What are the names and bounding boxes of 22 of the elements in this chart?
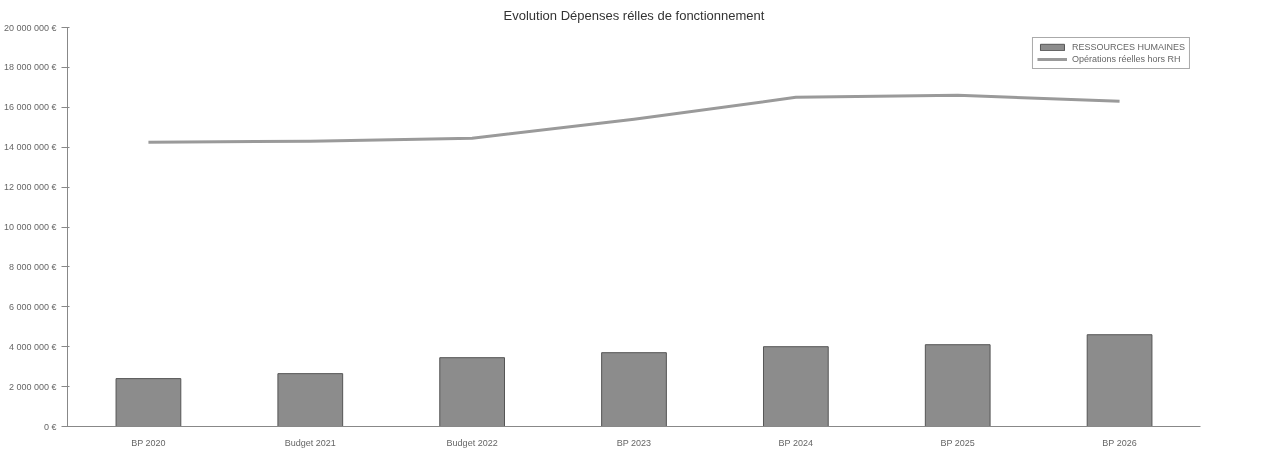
legend-label: Opérations réelles hors RH — [1071, 54, 1181, 64]
x-tick-label: BP 2023 — [616, 437, 652, 448]
y-tick-label: 18 000 000 € — [3, 62, 57, 73]
y-tick-label: 16 000 000 € — [3, 102, 57, 113]
y-tick-label: 10 000 000 € — [3, 222, 57, 232]
y-tick-label: 12 000 000 € — [3, 182, 57, 193]
y-tick-label: 6 000 000 € — [8, 301, 57, 312]
x-tick-label: BP 2025 — [940, 437, 975, 448]
x-tick-label: BP 2026 — [1102, 437, 1137, 448]
x-tick-label: Budget 2022 — [446, 437, 498, 448]
y-tick-label: 20 000 000 € — [3, 22, 57, 33]
line-series — [146, 93, 1122, 144]
x-tick-label: BP 2020 — [131, 437, 166, 448]
chart-title: Evolution Dépenses rélles de fonctionnement — [503, 7, 765, 23]
y-tick-label: 0 € — [43, 421, 57, 432]
y-tick-label: 4 000 000 € — [8, 341, 57, 352]
x-tick-label: BP 2024 — [778, 437, 813, 448]
x-tick-label: Budget 2021 — [284, 437, 336, 448]
legend-label: RESSOURCES HUMAINES — [1071, 42, 1185, 52]
y-tick-label: 2 000 000 € — [8, 381, 57, 392]
y-tick-label: 8 000 000 € — [8, 261, 57, 272]
y-tick-label: 14 000 000 € — [3, 142, 57, 153]
